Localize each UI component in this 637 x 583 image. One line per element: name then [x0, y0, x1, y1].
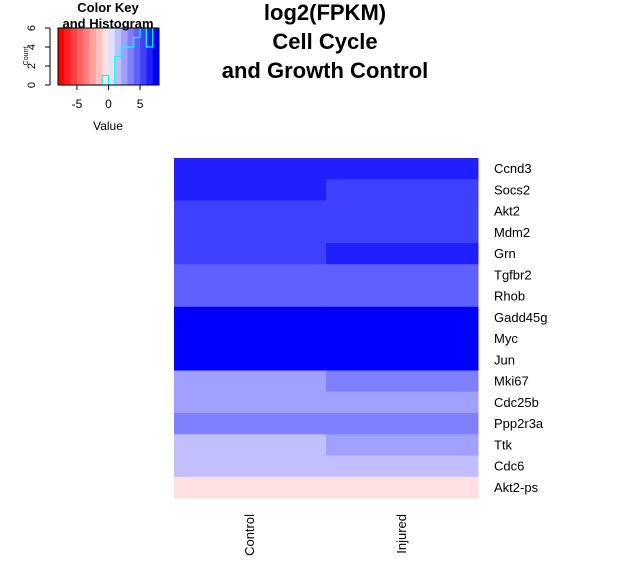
row-label: Grn — [494, 246, 516, 261]
heatmap-cell — [174, 179, 327, 201]
color-key-xlabel: Value — [93, 119, 123, 133]
heatmap-cell — [174, 349, 327, 371]
title-line: Cell Cycle — [272, 29, 377, 54]
heatmap-cell — [174, 200, 327, 223]
heatmap-cell — [174, 264, 327, 286]
heatmap-cell — [174, 243, 327, 265]
heatmap-cell — [174, 306, 327, 329]
row-label: Mki67 — [494, 374, 529, 389]
heatmap-cell — [174, 221, 327, 244]
row-label: Tgfbr2 — [494, 267, 532, 282]
heatmap-cell — [174, 476, 327, 499]
row-label: Socs2 — [494, 182, 530, 197]
row-label: Ttk — [494, 437, 513, 452]
color-key-swatch — [146, 28, 154, 85]
heatmap-cell — [174, 455, 327, 478]
row-label: Jun — [494, 352, 515, 367]
heatmap-cell — [326, 413, 479, 435]
color-key-x-tick-label: -5 — [72, 97, 83, 111]
row-label: Akt2-ps — [494, 480, 539, 495]
heatmap-cell — [174, 391, 327, 414]
heatmap-cell — [326, 158, 479, 180]
color-key-swatch — [83, 28, 91, 85]
color-key-y-tick-label: 2 — [26, 63, 38, 69]
heatmap-cell — [326, 264, 479, 286]
color-key-swatch — [89, 28, 97, 85]
heatmap-cell — [326, 370, 479, 393]
heatmap-cell — [326, 455, 479, 478]
row-label: Akt2 — [494, 204, 520, 219]
heatmap-cell — [174, 413, 327, 435]
color-key-y-tick-label: 4 — [26, 44, 38, 50]
color-key-x-tick-label: 0 — [105, 97, 112, 111]
color-key-title: and Histogram — [62, 16, 153, 31]
color-key-x-tick-label: 5 — [137, 97, 144, 111]
heatmap-cell — [326, 179, 479, 201]
row-label: Mdm2 — [494, 225, 530, 240]
column-label: Injured — [394, 514, 409, 554]
row-label: Cdc25b — [494, 395, 539, 410]
column-label: Control — [242, 514, 257, 556]
heatmap-cell — [326, 221, 479, 244]
color-key-swatch — [64, 28, 72, 85]
color-key-swatch — [133, 28, 141, 85]
color-key-swatch — [102, 28, 109, 85]
heatmap-cell — [326, 349, 479, 371]
row-label: Cdc6 — [494, 459, 524, 474]
color-key-ylabel: Count — [23, 47, 30, 66]
color-key-swatch — [76, 28, 84, 85]
color-key-swatch — [121, 28, 128, 85]
heatmap-cell — [174, 328, 327, 350]
heatmap-cell — [174, 370, 327, 393]
row-label: Gadd45g — [494, 310, 548, 325]
heatmap-cell — [174, 158, 327, 180]
row-label: Myc — [494, 331, 518, 346]
color-key-title: Color Key — [77, 0, 139, 15]
row-label: Rhob — [494, 289, 525, 304]
color-key-swatch — [140, 28, 147, 85]
color-key-swatch — [108, 28, 116, 85]
color-key-swatch — [95, 28, 103, 85]
row-label: Ccnd3 — [494, 161, 532, 176]
color-key-swatch — [58, 28, 65, 85]
heatmap-cell — [174, 434, 327, 456]
color-key-swatch — [127, 28, 135, 85]
heatmap-cell — [326, 328, 479, 350]
title-line: and Growth Control — [222, 58, 429, 83]
color-key-swatch — [70, 28, 78, 85]
heatmap-cell — [326, 306, 479, 329]
color-key-y-tick-label: 0 — [26, 82, 38, 88]
color-key-swatch — [152, 28, 160, 85]
heatmap-body: Ccnd3 Socs2 Akt2 Mdm2 Grn Tgfbr2 Rhob Gadd45g My… — [174, 158, 548, 556]
title-line: log2(FPKM) — [264, 0, 386, 25]
heatmap-cell — [326, 434, 479, 456]
heatmap-cell — [326, 200, 479, 223]
heatmap-cell — [174, 285, 327, 308]
heatmap-cell — [326, 476, 479, 499]
row-label: Ppp2r3a — [494, 416, 544, 431]
heatmap-cell — [326, 391, 479, 414]
color-key-y-tick-label: 6 — [26, 25, 38, 31]
heatmap-cell — [326, 285, 479, 308]
chart-title: log2(FPKM) Cell Cycle and Growth Control — [222, 0, 429, 83]
heatmap-cell — [326, 243, 479, 265]
